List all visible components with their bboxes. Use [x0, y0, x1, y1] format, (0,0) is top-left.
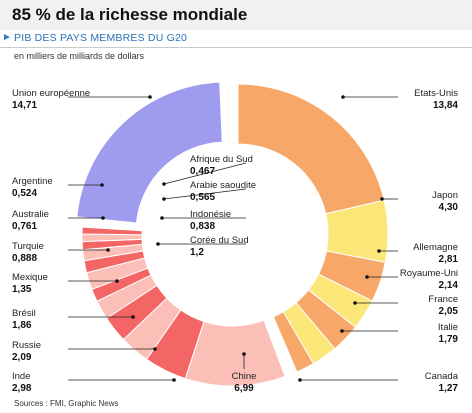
- leader-dot-allemagne: [377, 249, 381, 253]
- slice-afrique-du-sud: [81, 226, 143, 236]
- leader-dot-royaume-uni: [365, 275, 369, 279]
- label-value-inde: 2,98: [12, 383, 32, 394]
- label-value-royaume-uni: 2,14: [439, 280, 459, 291]
- label-value-chine: 6,99: [234, 383, 254, 394]
- slice-canada: [272, 311, 315, 373]
- label-name-argentine: Argentine: [12, 176, 53, 187]
- leader-dot-afrique-du-sud: [162, 182, 166, 186]
- label-name-bresil: Brésil: [12, 308, 36, 319]
- label-value-union-europeenne: 14,71: [12, 100, 37, 111]
- label-name-coree-du-sud: Corée du Sud: [190, 235, 249, 246]
- leader-dot-russie: [153, 347, 157, 351]
- label-value-italie: 1,79: [439, 334, 459, 345]
- label-name-allemagne: Allemagne: [413, 242, 458, 253]
- leader-dot-turquie: [106, 248, 110, 252]
- leader-dot-chine: [242, 352, 246, 356]
- label-value-japon: 4,30: [439, 202, 459, 213]
- label-name-afrique-du-sud: Afrique du Sud: [190, 154, 253, 165]
- arrow-marker-icon: ►: [2, 32, 12, 43]
- leader-afrique-du-sud: [163, 162, 247, 185]
- label-name-chine: Chine: [232, 371, 257, 382]
- leader-dot-inde: [172, 378, 176, 382]
- label-value-indonesie: 0,838: [190, 221, 215, 232]
- leader-dot-italie: [340, 329, 344, 333]
- label-name-italie: Italie: [438, 322, 458, 333]
- leader-dot-etats-unis: [341, 95, 345, 99]
- label-name-arabie-saoudite: Arabie saoudite: [190, 180, 256, 191]
- leader-dot-argentine: [100, 183, 104, 187]
- leader-lines-group: [68, 95, 398, 382]
- slice-union-europeenne: [76, 81, 223, 224]
- label-value-russie: 2,09: [12, 352, 32, 363]
- label-value-turquie: 0,888: [12, 253, 37, 264]
- subtitle-row: ► PIB DES PAYS MEMBRES DU G20: [0, 32, 472, 46]
- slice-etats-unis: [237, 83, 385, 215]
- leader-arabie-saoudite: [163, 188, 247, 200]
- label-name-etats-unis: Etats-Unis: [414, 88, 458, 99]
- label-name-france: France: [428, 294, 458, 305]
- leader-dot-bresil: [131, 315, 135, 319]
- leader-dot-arabie-saoudite: [162, 197, 166, 201]
- label-value-argentine: 0,524: [12, 188, 37, 199]
- label-value-bresil: 1,86: [12, 320, 32, 331]
- label-value-etats-unis: 13,84: [433, 100, 458, 111]
- label-name-mexique: Mexique: [12, 272, 48, 283]
- slices-group: [76, 81, 389, 387]
- label-value-coree-du-sud: 1,2: [190, 247, 204, 258]
- divider: [0, 47, 472, 48]
- leader-dot-canada: [298, 378, 302, 382]
- label-value-france: 2,05: [439, 306, 459, 317]
- label-name-union-europeenne: Union européenne: [12, 88, 90, 99]
- leader-dot-indonesie: [160, 216, 164, 220]
- label-name-turquie: Turquie: [12, 241, 44, 252]
- label-value-allemagne: 2,81: [439, 254, 459, 265]
- unit-note: en milliers de milliards de dollars: [14, 51, 145, 61]
- label-value-australie: 0,761: [12, 221, 37, 232]
- label-name-canada: Canada: [425, 371, 459, 382]
- label-name-inde: Inde: [12, 371, 31, 382]
- source-note: Sources : FMI, Graphic News: [14, 399, 119, 408]
- chart-subtitle: PIB DES PAYS MEMBRES DU G20: [14, 32, 188, 44]
- chart-title: 85 % de la richesse mondiale: [12, 5, 248, 24]
- label-value-canada: 1,27: [439, 383, 459, 394]
- label-name-australie: Australie: [12, 209, 49, 220]
- label-value-afrique-du-sud: 0,467: [190, 166, 215, 177]
- leader-dot-japon: [380, 197, 384, 201]
- label-name-royaume-uni: Royaume-Uni: [400, 268, 458, 279]
- label-name-japon: Japon: [432, 190, 458, 201]
- leader-dot-union-europeenne: [148, 95, 152, 99]
- leader-dot-mexique: [115, 279, 119, 283]
- label-name-russie: Russie: [12, 340, 41, 351]
- leader-dot-australie: [101, 216, 105, 220]
- label-value-mexique: 1,35: [12, 284, 32, 295]
- label-name-indonesie: Indonésie: [190, 209, 231, 220]
- leader-dot-france: [353, 301, 357, 305]
- header-bar: 85 % de la richesse mondiale: [0, 0, 472, 30]
- leader-dot-coree-du-sud: [156, 242, 160, 246]
- label-value-arabie-saoudite: 0,565: [190, 192, 215, 203]
